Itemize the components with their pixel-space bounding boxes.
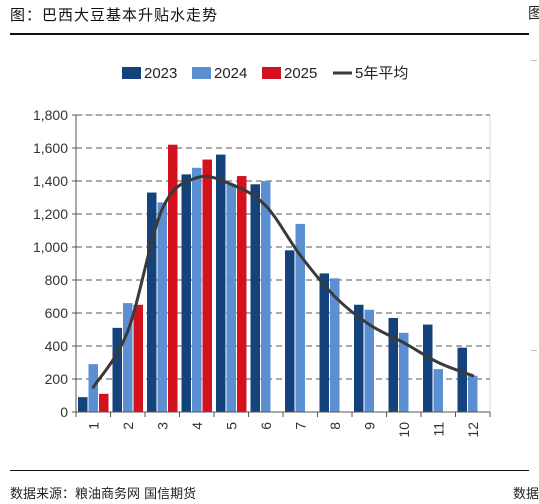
source-note: 数据来源：粮油商务网 国信期货 bbox=[10, 487, 197, 502]
figure-title: 图：巴西大豆基本升贴水走势 bbox=[10, 6, 219, 24]
y-tick-label: 1,400 bbox=[33, 173, 68, 189]
bar-2023-9 bbox=[354, 304, 364, 412]
bar-2024-8 bbox=[330, 278, 340, 412]
bar-2024-3 bbox=[157, 202, 167, 412]
bar-2023-8 bbox=[319, 273, 329, 412]
soybean-basis-chart: 0 200 400 600 800 1,000 1,200 1,400 1,600 1,800 1… bbox=[33, 65, 491, 438]
x-tick-label: 5 bbox=[223, 422, 239, 430]
bar-2024-10 bbox=[399, 332, 409, 412]
bar-2024-9 bbox=[364, 309, 374, 412]
bar-2023-12 bbox=[457, 347, 467, 412]
y-axis: 0 200 400 600 800 1,000 1,200 1,400 1,600 1,800 bbox=[33, 107, 77, 420]
bar-2024-2 bbox=[123, 303, 133, 412]
bar-2025-4 bbox=[202, 159, 212, 412]
source-rule bbox=[10, 470, 529, 471]
y-tick-label: 1,000 bbox=[33, 239, 68, 255]
x-tick-label: 2 bbox=[120, 422, 136, 430]
line-5年平均 bbox=[91, 174, 475, 389]
legend-swatch-2025 bbox=[262, 67, 281, 79]
x-tick-label: 7 bbox=[292, 422, 308, 430]
legend: 2023 2024 2025 5年平均 bbox=[122, 65, 408, 82]
y-tick-label: 1,800 bbox=[33, 107, 68, 123]
x-tick-label: 10 bbox=[396, 422, 412, 438]
y-tick-label: 1,600 bbox=[33, 140, 68, 156]
bar-2023-2 bbox=[112, 327, 122, 412]
x-tick-label: 11 bbox=[430, 422, 446, 437]
bar-2023-5 bbox=[216, 154, 226, 412]
clipped-adjacent-source: 数据 bbox=[513, 487, 539, 502]
edge-mark bbox=[531, 350, 537, 351]
clipped-adjacent-title: 图 bbox=[528, 4, 539, 22]
legend-label-2023: 2023 bbox=[144, 65, 177, 82]
bar-2024-4 bbox=[192, 167, 202, 412]
bar-2023-1 bbox=[78, 397, 88, 412]
bar-2025-1 bbox=[99, 393, 109, 412]
y-tick-label: 600 bbox=[45, 305, 69, 321]
x-tick-label: 6 bbox=[258, 422, 274, 430]
bar-2023-11 bbox=[423, 324, 433, 412]
edge-mark bbox=[531, 60, 537, 61]
y-tick-label: 800 bbox=[45, 272, 69, 288]
y-tick-label: 0 bbox=[60, 404, 68, 420]
bar-2023-4 bbox=[181, 174, 191, 412]
x-tick-label: 3 bbox=[154, 422, 170, 430]
average-line bbox=[91, 174, 475, 389]
bar-2024-12 bbox=[468, 375, 478, 412]
legend-label-5年平均: 5年平均 bbox=[355, 65, 408, 82]
legend-label-2025: 2025 bbox=[284, 65, 317, 82]
x-tick-label: 9 bbox=[361, 422, 377, 430]
x-tick-label: 1 bbox=[85, 422, 101, 430]
y-tick-label: 200 bbox=[45, 371, 69, 387]
title-rule bbox=[10, 33, 529, 35]
bar-2024-6 bbox=[261, 181, 271, 412]
legend-swatch-2024 bbox=[192, 67, 211, 79]
bar-2023-6 bbox=[250, 184, 260, 412]
bar-2023-10 bbox=[388, 317, 398, 412]
x-tick-label: 8 bbox=[327, 422, 343, 430]
x-tick-label: 4 bbox=[189, 422, 205, 430]
bar-2024-11 bbox=[433, 369, 443, 412]
legend-swatch-2023 bbox=[122, 67, 141, 79]
bar-2023-7 bbox=[285, 250, 295, 412]
bar-2024-7 bbox=[295, 223, 305, 412]
y-tick-label: 400 bbox=[45, 338, 69, 354]
bar-2025-5 bbox=[237, 176, 247, 412]
bar-2025-3 bbox=[168, 144, 178, 412]
x-axis: 1 2 3 4 5 6 7 8 9 10 11 12 bbox=[75, 411, 491, 438]
gridlines bbox=[76, 114, 490, 380]
bar-2024-5 bbox=[226, 184, 236, 412]
x-tick-label: 12 bbox=[465, 422, 481, 438]
bar-2025-2 bbox=[133, 304, 143, 412]
bars bbox=[78, 144, 478, 412]
y-tick-label: 1,200 bbox=[33, 206, 68, 222]
legend-label-2024: 2024 bbox=[214, 65, 247, 82]
bar-2023-3 bbox=[147, 192, 157, 412]
